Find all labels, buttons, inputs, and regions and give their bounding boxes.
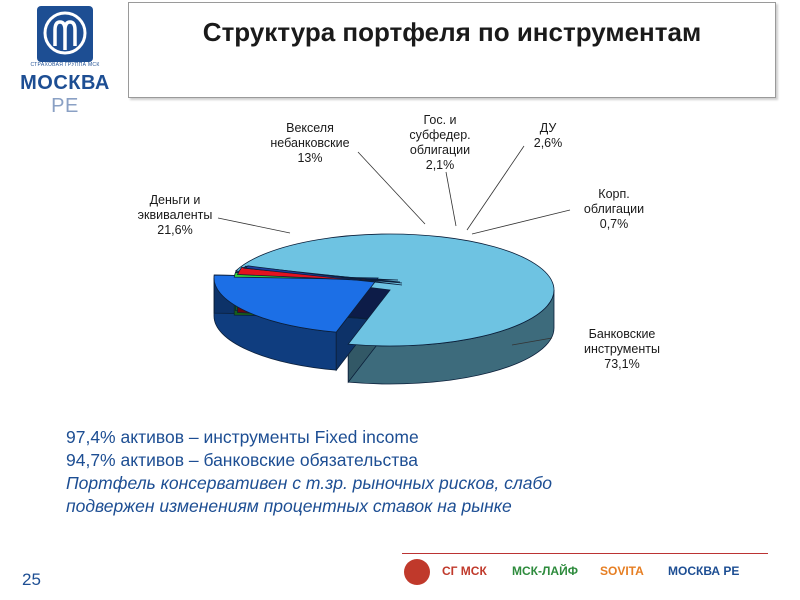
page-number: 25 [22,570,41,589]
pie-leader-2 [357,151,426,225]
pie-label-0: Банковские инструменты 73,1% [584,327,660,371]
pie-leader-4 [466,145,525,231]
pie-label-1: Деньги и эквиваленты 21,6% [138,193,213,237]
summary-line-4: подвержен изменениям процентных ставок н… [66,496,512,516]
pie-leader-5 [471,209,571,235]
title-box: Структура портфеля по инструментам [128,2,776,98]
pie-labels: Банковские инструменты 73,1% Деньги и эквива… [138,113,660,371]
summary-text: 97,4% активов – инструменты Fixed income… [66,426,552,518]
footer-brand-sovita: SOVITA [600,564,644,578]
pie-slice-0 [234,233,555,347]
pie-leader-0 [511,337,553,346]
page-title: Структура портфеля по инструментам [202,17,702,47]
footer-brand-sgmsk: СГ МСК [442,564,487,578]
pie-slice-1 [213,274,379,333]
pie-label-3: Гос. и субфедер. облигации 2,1% [409,113,470,172]
footer-brands: СГ МСК МСК-ЛАЙФ SOVITA МОСКВА РЕ [402,553,768,588]
pie-chart: Банковские инструменты 73,1% Деньги и эквива… [138,113,660,385]
company-logo: СТРАХОВАЯ ГРУППА МСК МОСКВА РЕ [6,4,124,117]
pie-leader-1 [217,217,291,234]
logo-brand-suffix: РЕ [51,95,79,117]
footer-logo-icon [404,559,430,585]
pie-label-5: Корп. облигации 0,7% [584,187,644,231]
footer-brand-moskvare: МОСКВА РЕ [668,564,740,578]
logo-emblem-icon [37,6,93,62]
summary-line-1: 97,4% активов – инструменты Fixed income [66,427,419,447]
pie-leader-3 [445,171,457,227]
pie-slice-5 [244,265,403,286]
footer-brand-msklife: МСК-ЛАЙФ [512,564,578,578]
pie-tops [213,233,555,347]
summary-line-2: 94,7% активов – банковские обязательства [66,450,419,470]
logo-brand: МОСКВА РЕ [6,72,124,118]
logo-group-text: СТРАХОВАЯ ГРУППА МСК [30,62,100,68]
pie-label-2: Векселя небанковские 13% [270,121,349,165]
pie-label-4: ДУ 2,6% [534,121,563,150]
summary-line-3: Портфель консервативен с т.зр. рыночных … [66,473,553,493]
logo-brand-main: МОСКВА [20,72,110,94]
